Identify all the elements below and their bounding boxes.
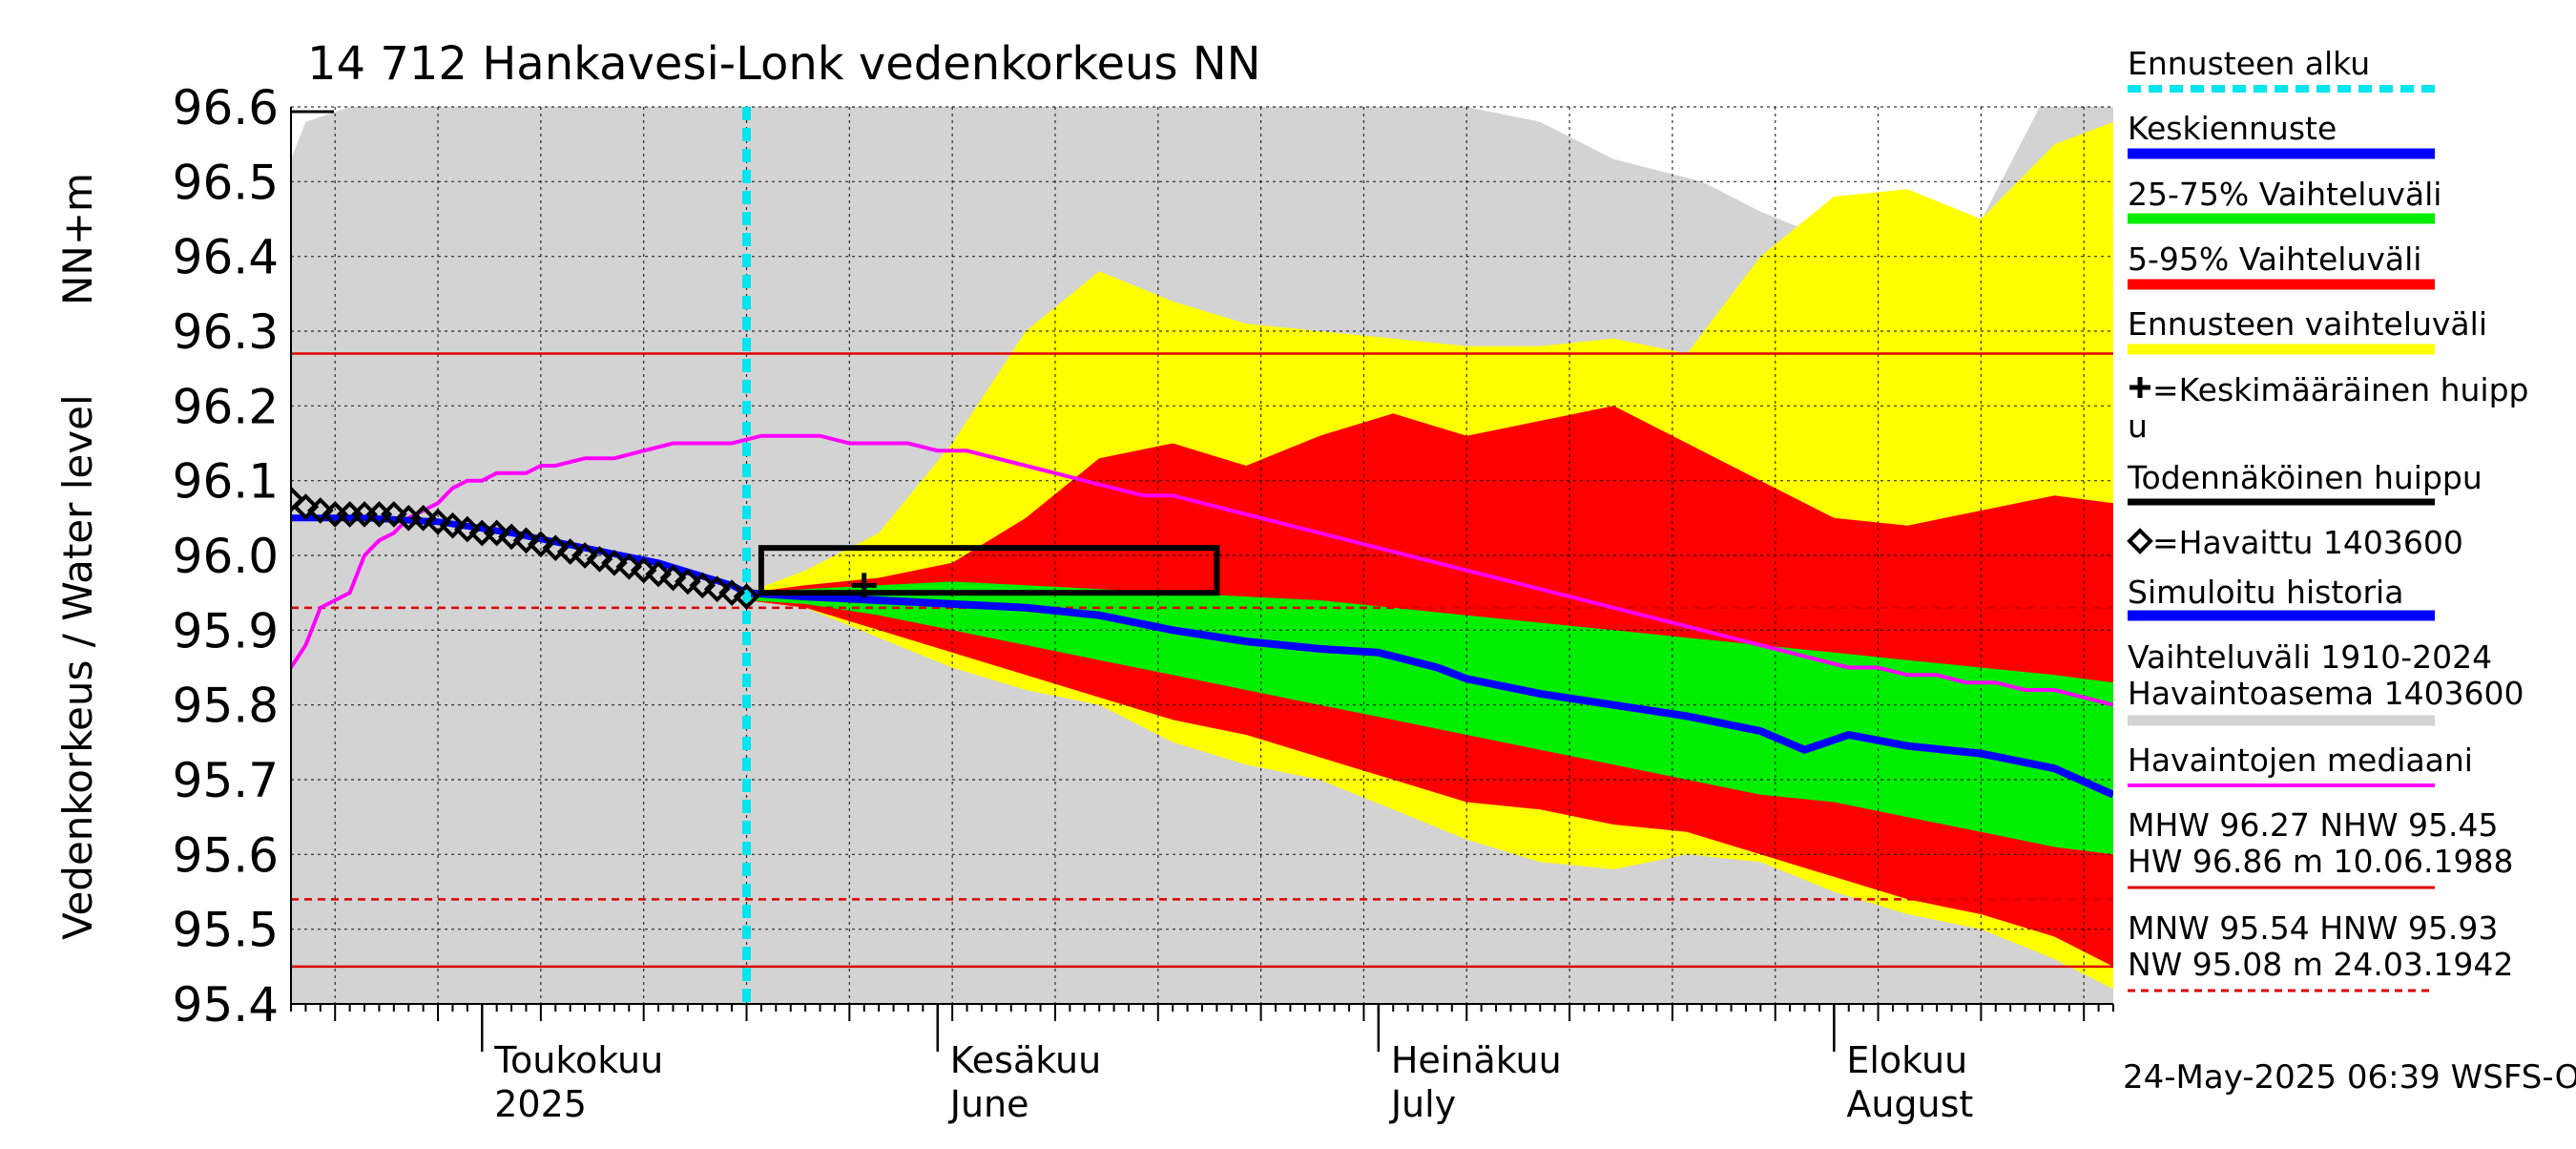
legend-stats-mhw-nhw: MHW 96.27 NHW 95.45 [2128,806,2498,844]
observed-median-line [291,433,2113,707]
observed-point [528,531,554,558]
observed-point [718,579,745,606]
legend-forecast-range-label: Ennusteen vaihteluväli [2128,305,2487,343]
observed-point [571,542,598,569]
y-tick-label: 96.1 [173,454,279,510]
month-label-en: 2025 [494,1083,587,1125]
observed-point [454,515,481,543]
mean-peak-marker [851,573,877,598]
observed-point [292,493,320,520]
observed-point [630,556,657,584]
y-tick-label: 95.4 [173,977,279,1033]
legend-25-75-label: 25-75% Vaihteluväli [2128,176,2441,213]
legend-history-label-cont: Havaintoasema 1403600 [2128,675,2524,712]
month-label-fi: Elokuu [1846,1039,1967,1081]
month-label-en: August [1846,1083,1973,1125]
legend-mean-peak-label: =Keskimääräinen huipp [2152,371,2529,408]
legend-probable-peak-label: Todennäköinen huippu [2127,459,2483,496]
observed-point [703,575,731,603]
observed-point [409,505,437,532]
y-tick-label: 96.3 [173,304,279,360]
observed-point [659,564,687,592]
legend-stats-nw: NW 95.08 m 24.03.1942 [2128,946,2513,983]
observed-point [291,486,304,513]
y-tick-label: 95.7 [173,753,279,808]
observed-point [498,523,525,551]
legend-mean-peak-icon [2129,377,2150,398]
observed-point [425,508,451,535]
legend-stats-mnw-hnw: MNW 95.54 HNW 95.93 [2128,909,2498,947]
y-tick-label: 96.6 [173,80,279,136]
observed-point [689,572,717,599]
observed-point [380,501,407,528]
legend-5-95-label: 5-95% Vaihteluväli [2128,240,2421,278]
observed-point [439,512,467,539]
legend-forecast-start-label: Ennusteen alku [2128,45,2370,82]
y-tick-label: 96.5 [173,155,279,210]
y-tick-label: 96.4 [173,230,279,285]
legend-observed-icon [2127,528,2153,554]
chart-title: 14 712 Hankavesi-Lonk vedenkorkeus NN [307,37,1261,91]
legend-observed-median-label: Havaintojen mediaani [2128,742,2473,779]
month-label-en: July [1389,1083,1456,1125]
legend-median-label: Keskiennuste [2128,110,2337,147]
legend-stats-hw: HW 96.86 m 10.06.1988 [2128,843,2513,880]
legend-observed-label: =Havaittu 1403600 [2152,524,2463,561]
month-label-fi: Toukokuu [493,1039,663,1081]
observed-point [483,519,510,547]
y-tick-label: 95.6 [173,827,279,883]
y-tick-label: 96.0 [173,529,279,584]
month-label-en: June [948,1083,1029,1125]
observed-point [542,534,570,561]
y-tick-label: 96.2 [173,379,279,434]
observed-point [733,583,760,610]
y-tick-label: 95.5 [173,903,279,958]
month-label-fi: Kesäkuu [950,1039,1102,1081]
y-tick-label: 95.8 [173,679,279,734]
observed-point [675,568,701,595]
month-label-fi: Heinäkuu [1391,1039,1562,1081]
observed-point [306,497,334,524]
observed-point [645,560,672,588]
probable-peak-box [758,545,1220,596]
legend-history-label: Vaihteluväli 1910-2024 [2128,638,2492,676]
y-axis-unit-label: NN+m [54,173,101,305]
observed-point [556,538,584,565]
y-axis-label: Vedenkorkeus / Water level [54,394,101,940]
observed-point [615,553,643,580]
footer-timestamp: 24-May-2025 06:39 WSFS-O [2123,1058,2576,1097]
observed-point [601,550,628,576]
y-tick-label: 95.9 [173,603,279,658]
legend-simulated-label: Simuloitu historia [2128,574,2403,611]
median-forecast-line [746,589,2113,799]
observed-point [512,527,540,554]
observed-point [586,546,613,573]
legend-mean-peak-label-cont: u [2128,407,2148,445]
